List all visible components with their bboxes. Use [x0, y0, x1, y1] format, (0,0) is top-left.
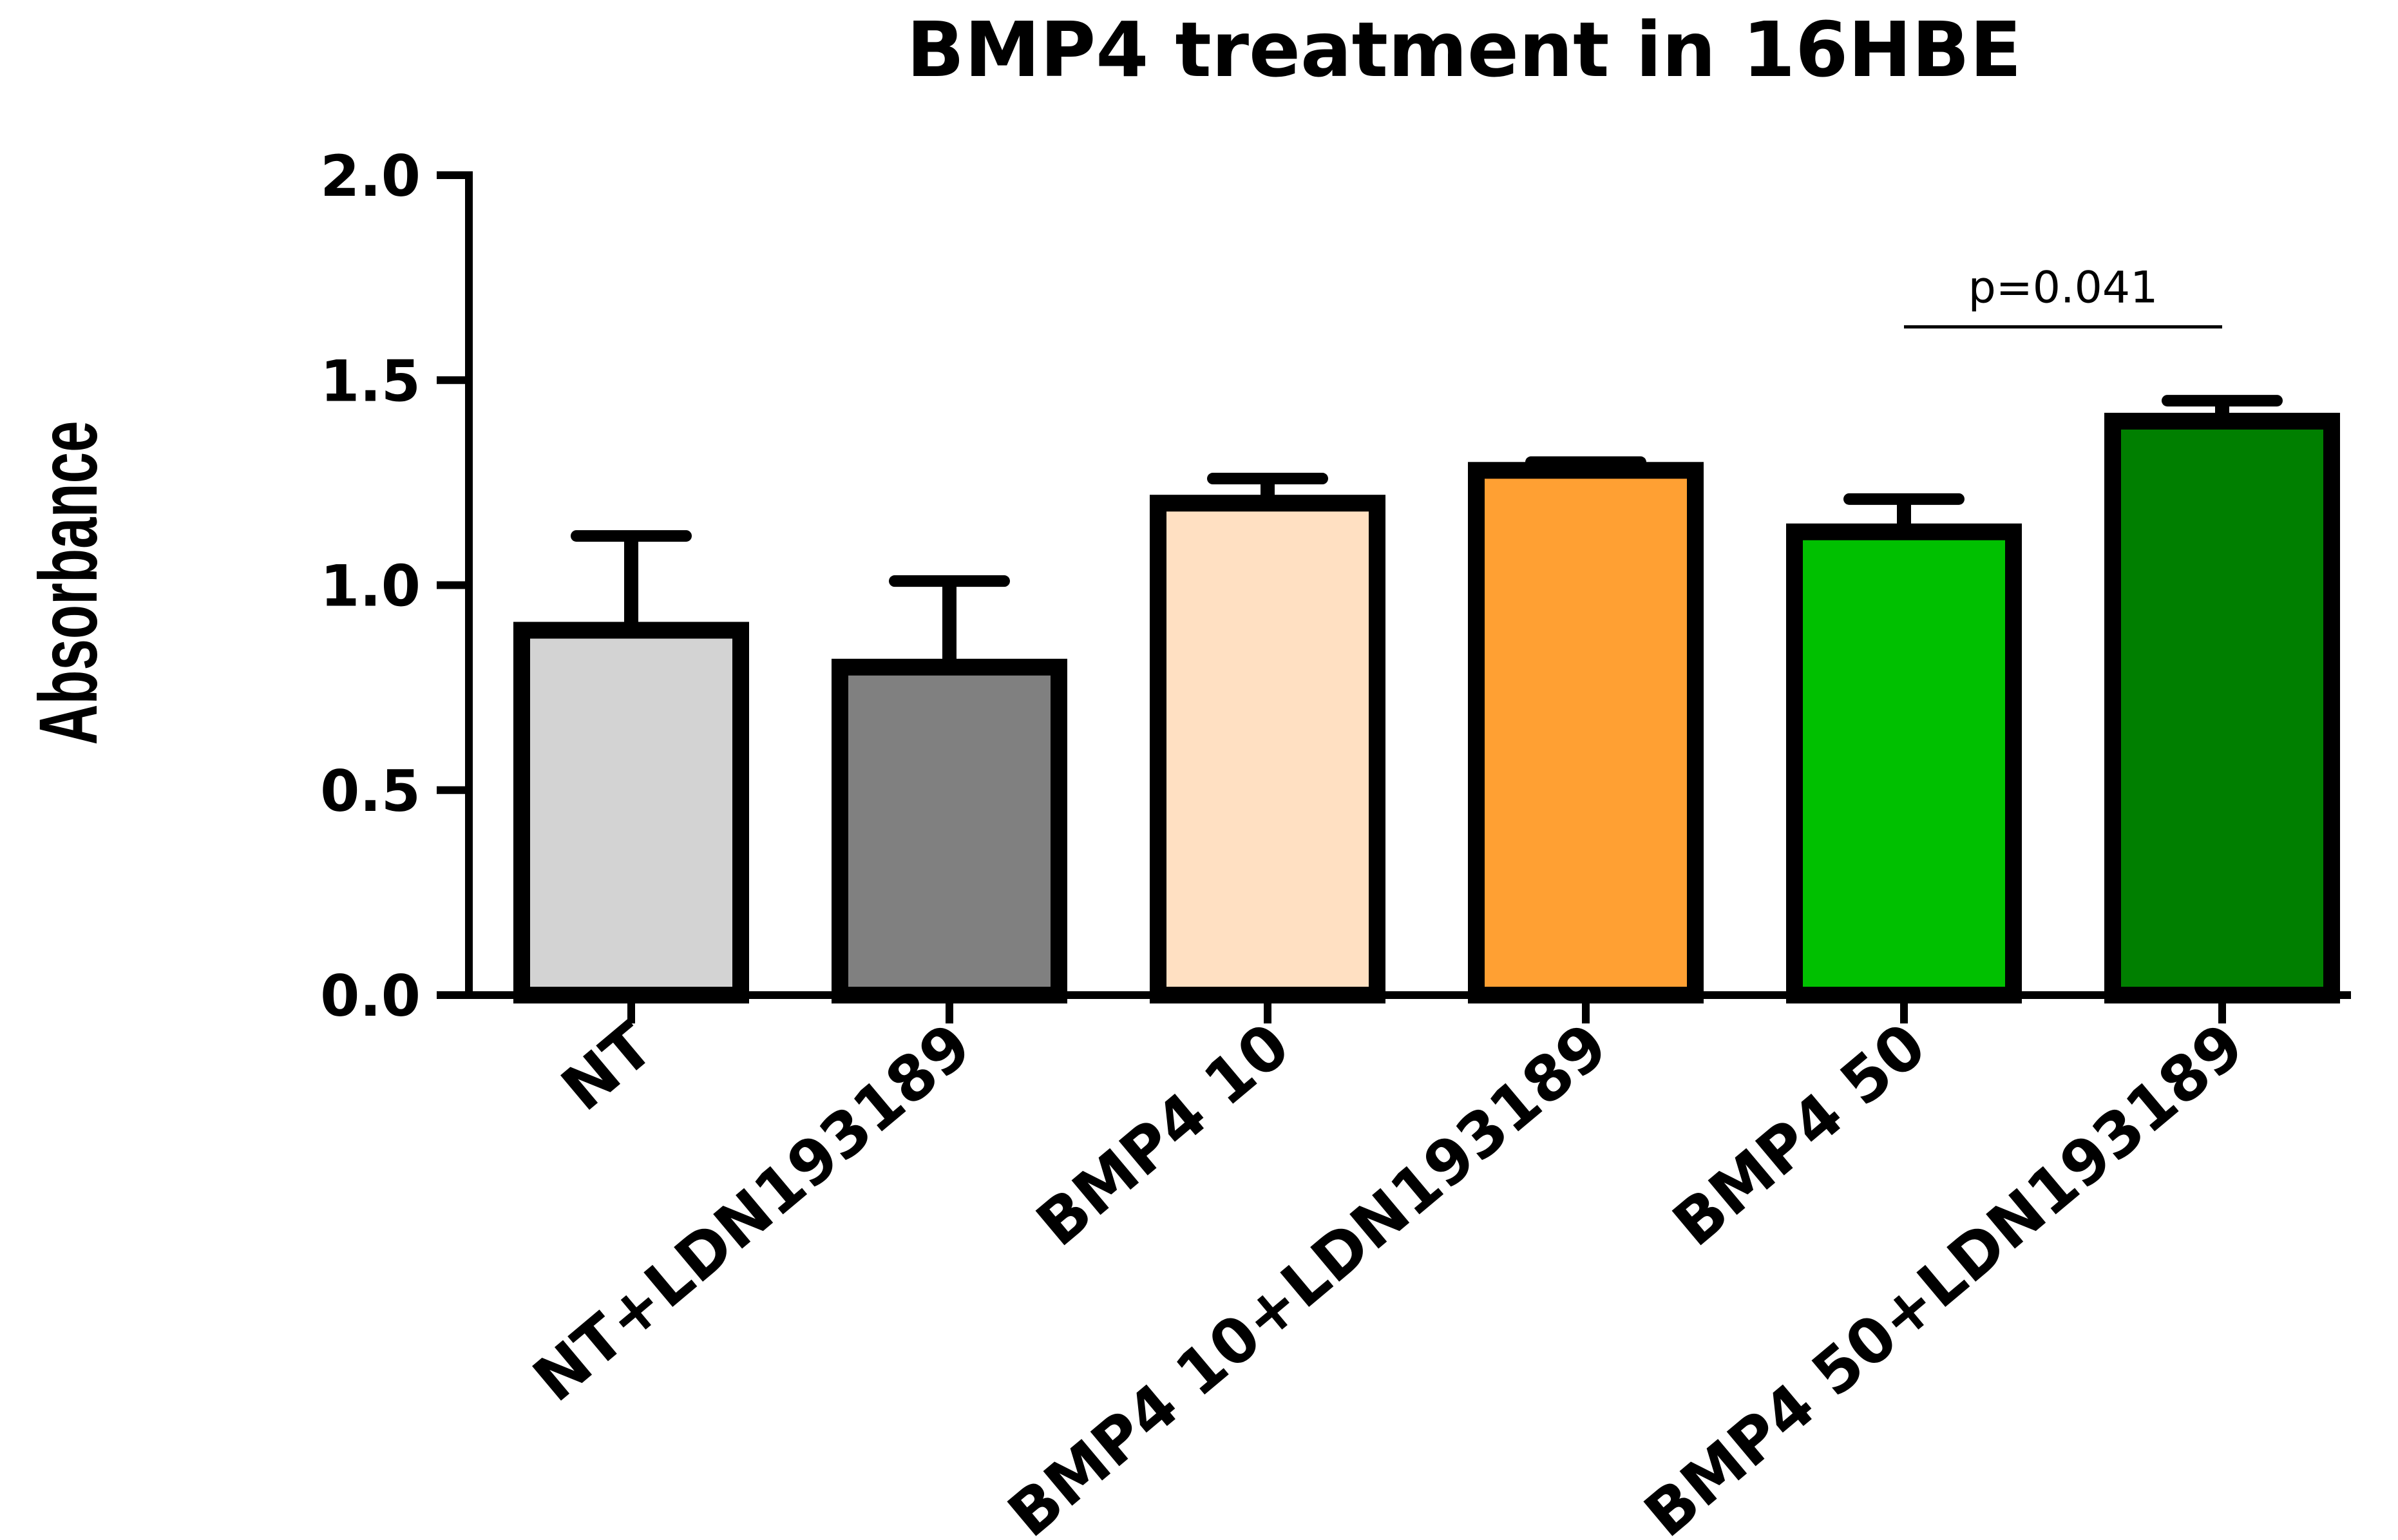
- bar: [513, 622, 749, 1003]
- bar: [1468, 462, 1704, 1003]
- bar: [2104, 412, 2340, 1003]
- x-tick-label: NT: [548, 1009, 667, 1125]
- axes: [465, 171, 2351, 999]
- y-tick-label: 2.0: [320, 143, 421, 209]
- bars: [513, 395, 2340, 1004]
- chart-title: BMP4 treatment in 16HBE: [906, 5, 2021, 94]
- y-tick-label: 1.5: [320, 348, 421, 414]
- x-tick-label: BMP4 50+LDN193189: [1631, 1009, 2257, 1540]
- x-tick-label: BMP4 10: [1023, 1009, 1303, 1260]
- bar: [1786, 523, 2022, 1003]
- y-axis-ticks: 0.0 0.5 1.0 1.5 2.0: [320, 143, 469, 1029]
- x-tick-label: BMP4 10+LDN193189: [994, 1009, 1621, 1540]
- bar: [1150, 495, 1385, 1003]
- y-axis-label: Absorbance: [23, 421, 115, 745]
- p-value-label: p=0.041: [1968, 263, 2158, 314]
- annotations: p=0.041: [1904, 263, 2222, 329]
- x-tick-label: BMP4 50: [1660, 1009, 1939, 1260]
- y-tick-label: 1.0: [320, 553, 421, 620]
- bar: [832, 658, 1067, 1004]
- y-tick-label: 0.0: [320, 963, 421, 1029]
- y-tick-label: 0.5: [320, 758, 421, 824]
